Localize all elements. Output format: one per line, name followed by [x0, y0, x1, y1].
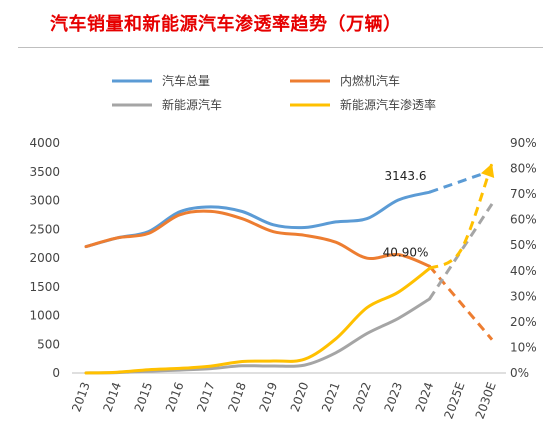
y-left-tick-label: 500 [37, 337, 60, 351]
y-right-tick-label: 20% [510, 315, 537, 329]
y-left-tick-label: 1500 [29, 280, 60, 294]
legend-label: 新能源汽车渗透率 [340, 97, 436, 112]
title-rule [18, 47, 543, 48]
series-line-solid [84, 190, 431, 249]
axes: 0 500 1000 1500 2000 2500 3000 3500 4000 0% 10% 20%… [29, 136, 536, 421]
y-right-tick-label: 30% [510, 289, 537, 303]
plot-area [84, 162, 495, 375]
y-right-tick-label: 80% [510, 162, 537, 176]
y-left-tick-label: 3500 [29, 165, 60, 179]
x-tick-label: 2013 [69, 380, 93, 413]
y-left-tick-label: 0 [52, 366, 60, 380]
x-tick-label: 2017 [194, 380, 218, 413]
x-tick-label: 2020 [288, 380, 312, 413]
series-line-solid [84, 267, 431, 375]
y-right-tick-label: 0% [510, 366, 529, 380]
x-tick-label: 2022 [350, 380, 374, 413]
x-tick-label: 2019 [257, 380, 281, 413]
y-right-tick-label: 40% [510, 264, 537, 278]
x-tick-label: 2025E [441, 380, 467, 421]
data-label: 3143.6 [385, 169, 427, 183]
y-right-tick-label: 90% [510, 136, 537, 150]
legend-label: 新能源汽车 [162, 97, 222, 112]
x-tick-label: 2018 [225, 380, 249, 413]
y-left-tick-label: 2500 [29, 222, 60, 236]
y-right-tick-label: 10% [510, 340, 537, 354]
forecast-arrow-head [481, 163, 495, 179]
x-tick-label: 2016 [163, 380, 187, 413]
y-right-tick-label: 50% [510, 238, 537, 252]
chart-title: 汽车销量和新能源汽车渗透率趋势（万辆） [50, 14, 402, 35]
series-line-forecast [428, 265, 494, 341]
series-line-solid [84, 209, 431, 268]
x-tick-label: 2021 [319, 380, 343, 413]
series-line-forecast [428, 203, 494, 300]
x-tick-label: 2015 [132, 380, 156, 413]
data-label: 40.90% [383, 245, 429, 259]
y-left-tick-label: 3000 [29, 194, 60, 208]
legend-label: 汽车总量 [162, 73, 210, 88]
x-tick-label: 2014 [100, 380, 124, 413]
x-tick-label: 2030E [473, 380, 499, 421]
x-tick-label: 2023 [382, 380, 406, 413]
y-left-tick-label: 4000 [29, 136, 60, 150]
y-right-tick-label: 60% [510, 213, 537, 227]
y-left-tick-label: 1000 [29, 309, 60, 323]
annotations: 3143.6 40.90% [383, 169, 429, 259]
legend-label: 内燃机汽车 [340, 73, 400, 88]
y-right-tick-label: 70% [510, 187, 537, 201]
x-tick-label: 2024 [413, 380, 437, 413]
series-line-forecast [428, 162, 494, 270]
y-left-tick-label: 2000 [29, 251, 60, 265]
